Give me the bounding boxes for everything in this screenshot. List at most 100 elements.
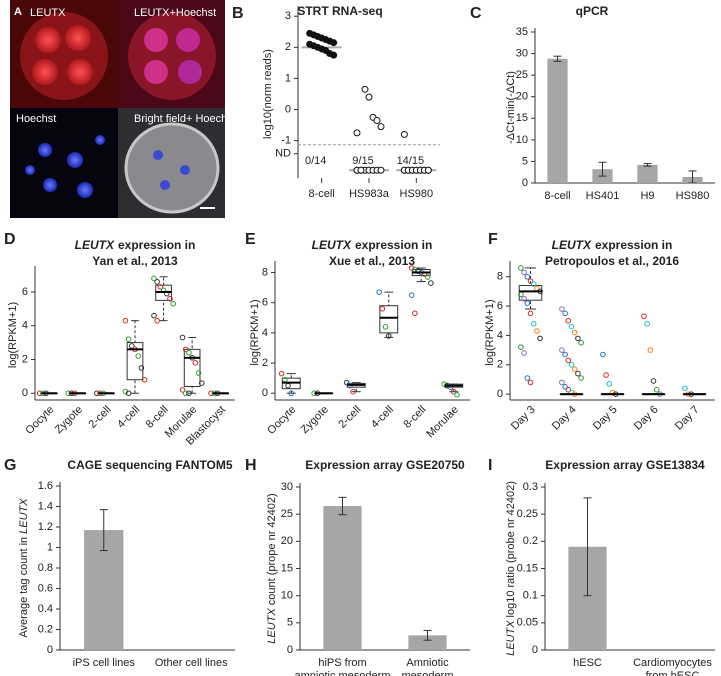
nucleus	[160, 180, 170, 190]
x-tick-label: 4-cell	[115, 404, 142, 431]
panel-letter: B	[232, 5, 244, 22]
point	[385, 333, 392, 339]
y-tick-label: 4	[22, 320, 28, 332]
nucleus	[180, 165, 190, 175]
point	[641, 313, 647, 320]
x-tick-label: HS980	[400, 188, 434, 200]
point	[578, 375, 584, 381]
y-axis-label: log(RPKM+1)	[249, 299, 261, 365]
point	[186, 390, 192, 397]
point	[408, 292, 415, 298]
point	[647, 347, 654, 353]
x-tick-label: Day 5	[591, 404, 620, 433]
title-part: LEUTX	[312, 238, 352, 252]
y-tick-label: 10	[516, 134, 528, 146]
point	[568, 323, 575, 330]
y-tick-label: 0	[287, 644, 293, 656]
box	[183, 348, 201, 387]
point	[330, 51, 338, 59]
y-tick-label: 8	[262, 266, 268, 278]
point	[565, 317, 572, 324]
point	[278, 370, 285, 377]
panel-letter: H	[245, 457, 257, 474]
x-tick-label: Day 3	[509, 404, 538, 433]
bar	[547, 58, 568, 183]
point	[154, 279, 160, 285]
y-tick-label: 0.25	[517, 508, 538, 520]
x-tick-label: Morulae	[424, 404, 461, 441]
point	[376, 289, 382, 295]
point	[527, 278, 534, 284]
point	[129, 343, 135, 349]
point	[441, 381, 447, 387]
point	[125, 390, 132, 397]
point	[537, 335, 543, 342]
y-tick-label: 2	[262, 357, 268, 369]
chart-title: LEUTX expression in	[75, 238, 196, 252]
point	[518, 265, 524, 271]
x-tick-label: 8-cell	[401, 404, 428, 431]
y-tick-label: 1.4	[38, 500, 53, 512]
point	[527, 310, 534, 317]
cell	[144, 60, 168, 84]
x-tick-label: H9	[640, 190, 654, 202]
y-tick-label: 0.1	[523, 590, 538, 602]
title-part: expression in	[118, 238, 195, 252]
y-tick-label: 0	[47, 644, 53, 656]
x-tick-label: 2-cell	[87, 404, 114, 431]
point	[377, 123, 385, 131]
point	[288, 390, 295, 397]
y-tick-label: 0	[285, 103, 291, 115]
y-axis-label: -ΔCt-min(-ΔCt)	[505, 71, 517, 144]
y-axis-label: LEUTX count (prope nr 42402)	[266, 493, 278, 643]
nucleus	[43, 178, 57, 192]
point	[170, 300, 176, 307]
cell	[32, 59, 58, 85]
x-tick-label: Zygote	[53, 404, 85, 436]
image-hoechst	[10, 108, 118, 218]
point	[122, 317, 129, 324]
point	[182, 346, 189, 353]
panel-letter: F	[488, 231, 498, 248]
cell	[35, 27, 61, 53]
point	[400, 130, 408, 138]
point	[141, 376, 148, 383]
point	[361, 85, 369, 93]
embryo	[124, 122, 220, 214]
chart-title: LEUTX expression in	[312, 238, 433, 252]
y-tick-label: 0.05	[517, 617, 538, 629]
point	[565, 357, 572, 364]
y-tick-label: 2	[22, 353, 28, 365]
chart-title: Expression array GSE20750	[305, 458, 465, 472]
y-tick-label: 8	[497, 271, 503, 283]
y-axis-label: log10(norm reads)	[262, 49, 274, 139]
y-tick-label: 20	[281, 535, 293, 547]
chart-title: LEUTX expression in	[552, 238, 673, 252]
panel-letter: D	[4, 231, 16, 248]
point	[530, 320, 537, 327]
point	[606, 381, 613, 387]
y-tick-label: 6	[262, 297, 268, 309]
title-part: LEUTX	[552, 238, 592, 252]
y-tick-label: 35	[516, 26, 528, 38]
point	[125, 336, 132, 343]
panel-letter: E	[245, 231, 256, 248]
point	[603, 372, 609, 378]
count-label: 9/15	[352, 155, 373, 167]
point	[644, 320, 650, 327]
y-axis-label: LEUTX log10 ratio (probe nr 42402)	[505, 481, 517, 656]
cell	[176, 28, 200, 52]
chart-subtitle: Petropoulos et al., 2016	[545, 254, 679, 268]
point	[135, 353, 141, 359]
point	[534, 328, 540, 334]
point	[353, 129, 361, 137]
y-tick-label: 2	[497, 359, 503, 371]
y-tick-label: ND	[275, 148, 291, 160]
y-tick-label: 20	[516, 91, 528, 103]
nucleus	[38, 143, 52, 157]
point	[154, 317, 160, 324]
y-label-part: log10 ratio (probe nr 42402)	[505, 481, 517, 617]
nucleus	[77, 182, 93, 198]
y-tick-label: -1	[281, 135, 291, 147]
